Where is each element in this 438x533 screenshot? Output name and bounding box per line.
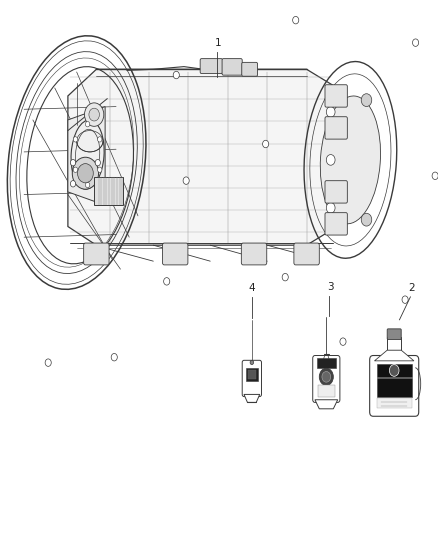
FancyBboxPatch shape [370, 356, 419, 416]
Circle shape [262, 140, 268, 148]
Circle shape [111, 353, 117, 361]
Circle shape [326, 155, 335, 165]
FancyBboxPatch shape [313, 356, 340, 402]
Circle shape [71, 159, 76, 166]
FancyBboxPatch shape [242, 360, 261, 397]
Bar [387, 337, 401, 350]
FancyBboxPatch shape [325, 85, 347, 107]
Circle shape [98, 167, 102, 173]
FancyBboxPatch shape [84, 243, 109, 265]
FancyBboxPatch shape [294, 243, 319, 265]
Circle shape [85, 122, 90, 127]
Circle shape [329, 94, 339, 107]
Circle shape [361, 213, 372, 226]
FancyBboxPatch shape [200, 59, 223, 74]
Circle shape [72, 157, 99, 189]
Circle shape [73, 136, 78, 142]
Bar [377, 378, 412, 397]
Circle shape [45, 359, 51, 366]
Circle shape [322, 372, 331, 382]
Circle shape [89, 108, 99, 121]
Circle shape [326, 107, 335, 117]
Circle shape [78, 164, 93, 183]
Polygon shape [68, 69, 333, 245]
Circle shape [327, 128, 335, 138]
FancyBboxPatch shape [325, 181, 347, 203]
Text: 4: 4 [248, 283, 255, 293]
FancyBboxPatch shape [387, 329, 401, 340]
Bar [318, 385, 335, 397]
Circle shape [173, 71, 179, 79]
Circle shape [85, 182, 90, 188]
Text: 3: 3 [327, 282, 334, 292]
Polygon shape [68, 107, 105, 205]
Circle shape [413, 39, 419, 46]
Text: 1: 1 [215, 38, 222, 48]
Circle shape [327, 182, 335, 191]
Circle shape [250, 360, 254, 365]
Bar [317, 358, 336, 368]
Bar [246, 368, 258, 381]
Polygon shape [315, 400, 338, 409]
Circle shape [95, 159, 100, 166]
Circle shape [98, 136, 102, 142]
Circle shape [71, 181, 76, 187]
Circle shape [326, 203, 335, 213]
Circle shape [402, 296, 408, 303]
Circle shape [340, 338, 346, 345]
Circle shape [95, 181, 100, 187]
Polygon shape [244, 394, 260, 402]
Bar [377, 364, 412, 377]
Polygon shape [374, 350, 414, 361]
Circle shape [183, 177, 189, 184]
Circle shape [73, 167, 78, 173]
FancyBboxPatch shape [325, 213, 347, 235]
Circle shape [319, 368, 333, 385]
FancyBboxPatch shape [242, 62, 258, 76]
FancyBboxPatch shape [162, 243, 188, 265]
Circle shape [282, 273, 288, 281]
Circle shape [432, 172, 438, 180]
FancyBboxPatch shape [241, 243, 267, 265]
Text: 2: 2 [408, 283, 415, 293]
FancyBboxPatch shape [325, 117, 347, 139]
FancyBboxPatch shape [222, 59, 242, 75]
Circle shape [327, 86, 335, 95]
Circle shape [389, 365, 399, 376]
FancyBboxPatch shape [94, 177, 123, 205]
Circle shape [361, 94, 372, 107]
Circle shape [329, 213, 339, 226]
Ellipse shape [71, 120, 104, 189]
Bar [377, 398, 412, 408]
Circle shape [164, 278, 170, 285]
Ellipse shape [320, 96, 381, 224]
Circle shape [85, 103, 104, 126]
Bar [248, 370, 256, 379]
Circle shape [293, 17, 299, 24]
